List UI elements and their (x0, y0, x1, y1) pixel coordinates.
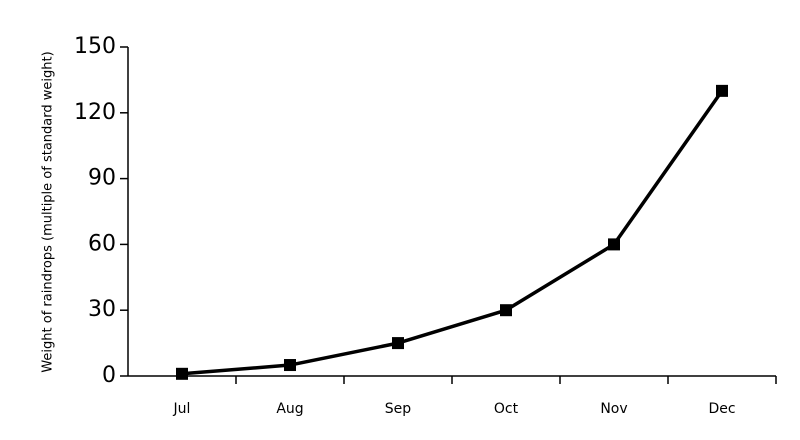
y-tick-label: 0 (102, 363, 116, 388)
y-axis-label: Weight of raindrops (multiple of standar… (41, 51, 56, 372)
y-tick-label: 120 (74, 100, 116, 125)
x-tick-label: Oct (494, 401, 519, 417)
y-tick-label: 150 (74, 34, 116, 59)
marker (500, 304, 512, 317)
marker (176, 367, 188, 380)
x-tick-label: Jul (173, 401, 191, 417)
y-tick-label: 90 (88, 166, 116, 191)
marker (608, 238, 620, 251)
y-tick-label: 30 (88, 297, 116, 322)
y-tick-label: 60 (88, 231, 116, 256)
x-tick-label: Nov (600, 401, 627, 417)
x-tick-label: Aug (276, 401, 303, 417)
marker (716, 84, 728, 97)
data-line (181, 89, 724, 376)
x-tick-label: Dec (708, 401, 735, 417)
x-tick-label: Sep (385, 401, 412, 417)
marker (392, 337, 404, 350)
marker (284, 359, 296, 372)
